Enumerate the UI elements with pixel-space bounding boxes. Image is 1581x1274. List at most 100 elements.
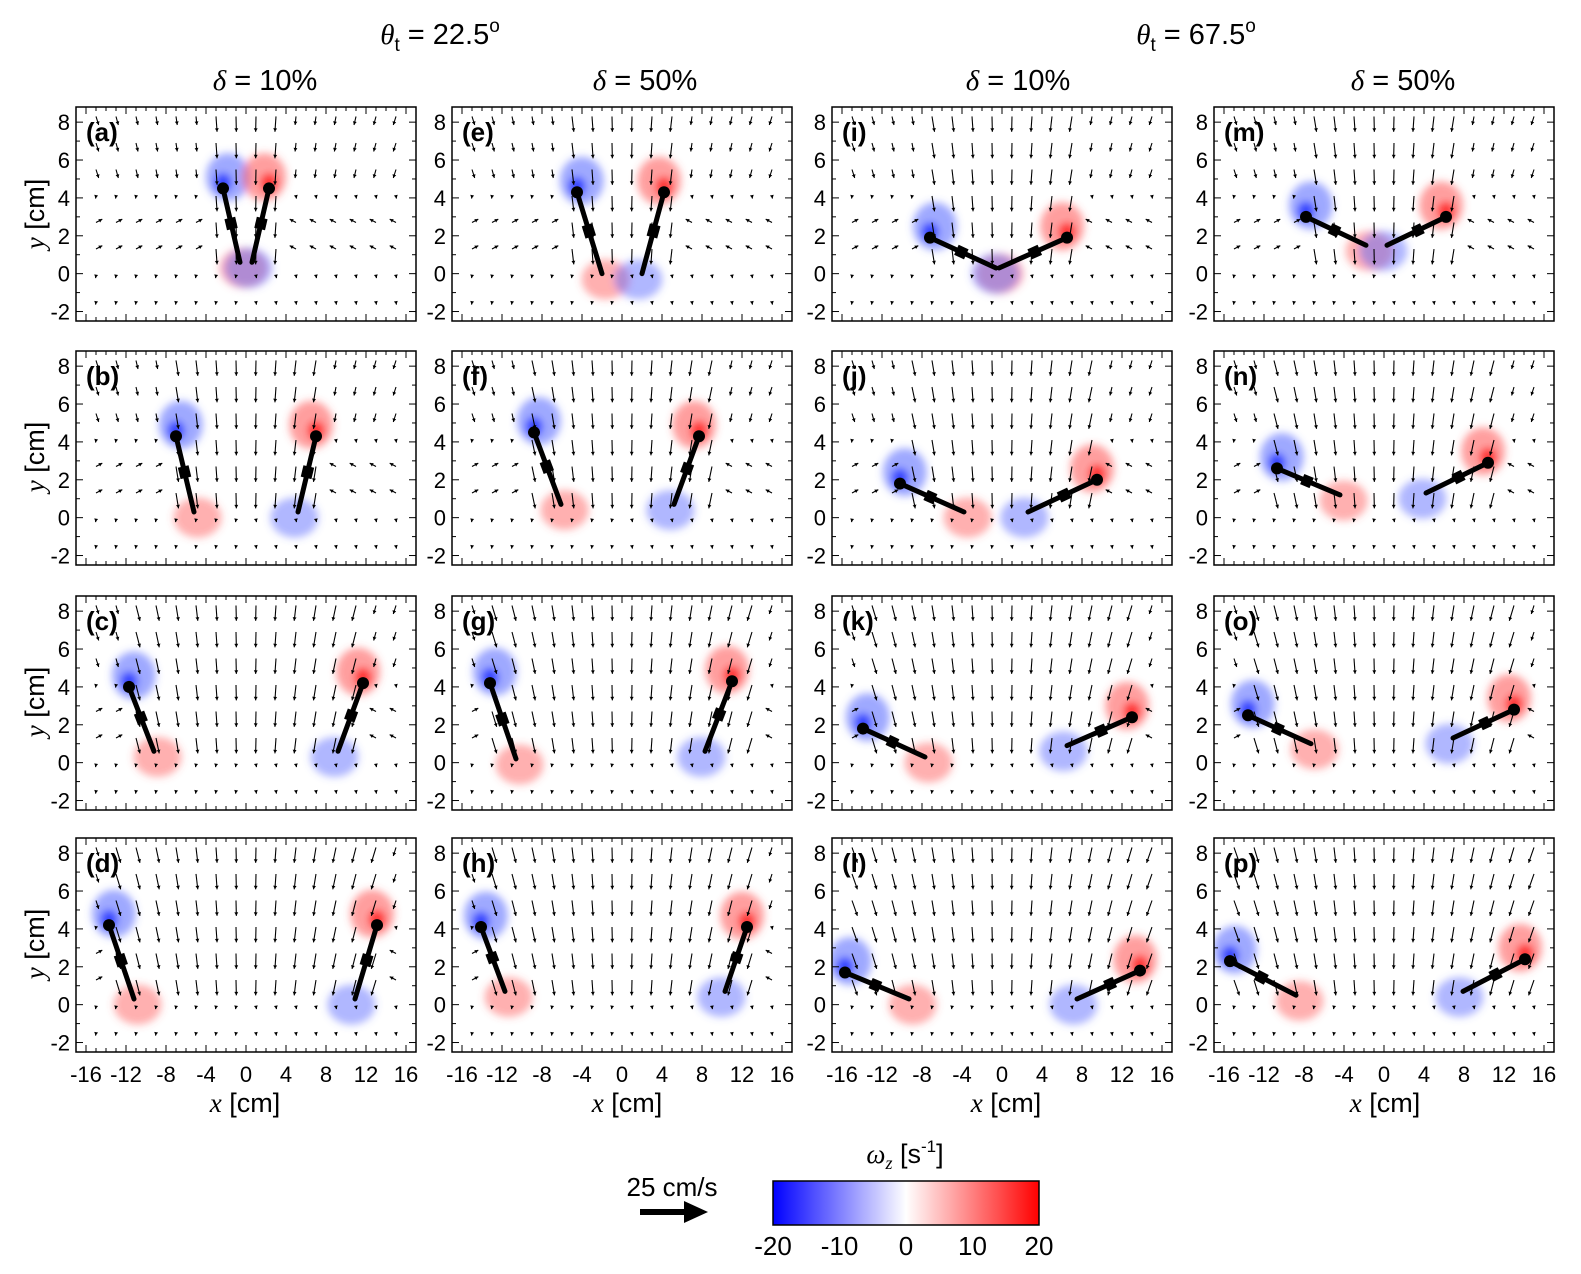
axis-ticks bbox=[832, 351, 1172, 565]
panel-label: (c) bbox=[86, 606, 118, 636]
y-tick-label: 8 bbox=[1196, 599, 1208, 624]
y-tick-label: 6 bbox=[434, 637, 446, 662]
vorticity-field bbox=[111, 647, 381, 777]
y-tick-label: 4 bbox=[1196, 917, 1208, 942]
y-tick-label: 0 bbox=[434, 262, 446, 287]
velocity-vectors bbox=[470, 360, 774, 549]
y-tick-label: 0 bbox=[1196, 262, 1208, 287]
panel-f: -2 0 2 4 6 8 (f) bbox=[426, 350, 793, 569]
vortex-blob bbox=[270, 497, 319, 538]
y-tick-label: 6 bbox=[814, 392, 826, 417]
y-tick-label: 0 bbox=[1196, 506, 1208, 531]
panel-label: (k) bbox=[842, 606, 874, 636]
wing bbox=[295, 430, 322, 515]
y-tick-label: 0 bbox=[434, 751, 446, 776]
x-tick-label: -4 bbox=[196, 1062, 216, 1087]
y-tick-label: 4 bbox=[58, 675, 70, 700]
y-tick-label: 4 bbox=[434, 917, 446, 942]
group-header-right: θt = 67.5o bbox=[1136, 16, 1256, 56]
x-tick-label: -4 bbox=[572, 1062, 592, 1087]
y-tick-label: 6 bbox=[434, 879, 446, 904]
wing bbox=[170, 430, 197, 515]
panel-label: (a) bbox=[86, 117, 118, 147]
wing bbox=[839, 966, 912, 1002]
x-tick-label: 16 bbox=[1150, 1062, 1174, 1087]
velocity-vectors bbox=[94, 360, 398, 549]
wing-pivot bbox=[839, 966, 851, 979]
y-tick-label: -2 bbox=[806, 544, 826, 569]
y-tick-label: 4 bbox=[434, 186, 446, 211]
wing-pivot bbox=[170, 430, 182, 443]
panel-o: -2 0 2 4 6 8 (o) bbox=[1188, 595, 1555, 814]
colorbar bbox=[772, 1180, 1040, 1226]
wing bbox=[1450, 703, 1520, 741]
wing-pivot bbox=[857, 722, 869, 735]
wing-pivot bbox=[1061, 231, 1073, 244]
wing bbox=[528, 426, 564, 507]
x-tick-label: -8 bbox=[1294, 1062, 1314, 1087]
vorticity-field bbox=[472, 645, 750, 785]
panel-c: -2 0 2 4 6 8 (c) bbox=[50, 595, 417, 814]
panel-label: (f) bbox=[462, 361, 488, 391]
y-tick-label: -2 bbox=[1188, 789, 1208, 814]
wing-pivot bbox=[371, 919, 383, 932]
wing bbox=[249, 182, 275, 265]
wing-pivot bbox=[741, 921, 753, 934]
wing-pivot bbox=[1482, 456, 1494, 469]
x-tick-label: 4 bbox=[1036, 1062, 1048, 1087]
panel-j: -2 0 2 4 6 8 (j) bbox=[806, 350, 1173, 569]
y-tick-label: 8 bbox=[814, 841, 826, 866]
velocity-vectors bbox=[470, 605, 774, 794]
y-tick-label: 2 bbox=[58, 468, 70, 493]
x-axis-label-col-3: x [cm] bbox=[970, 1088, 1041, 1118]
wing-pivot bbox=[528, 426, 540, 439]
velocity-vectors bbox=[1232, 847, 1536, 1036]
y-tick-label: 6 bbox=[58, 392, 70, 417]
axis-ticks bbox=[76, 107, 416, 321]
wing bbox=[103, 919, 137, 1002]
panel-frame bbox=[75, 350, 417, 566]
y-tick-label: -2 bbox=[1188, 544, 1208, 569]
axis-ticks bbox=[832, 596, 1172, 810]
panel-label: (d) bbox=[86, 848, 119, 878]
y-tick-label: -2 bbox=[50, 300, 70, 325]
wing-pivot bbox=[1508, 703, 1520, 716]
y-tick-label: -2 bbox=[426, 1031, 446, 1056]
panel-label: (l) bbox=[842, 848, 867, 878]
y-tick-label: 2 bbox=[434, 955, 446, 980]
y-tick-label: 0 bbox=[1196, 751, 1208, 776]
y-axis-label-row-3: y [cm] bbox=[20, 667, 50, 740]
vortex-blob bbox=[646, 490, 695, 531]
y-tick-label: 0 bbox=[58, 751, 70, 776]
y-tick-label: 2 bbox=[814, 713, 826, 738]
y-tick-label: 6 bbox=[434, 392, 446, 417]
y-tick-label: 8 bbox=[434, 354, 446, 379]
y-tick-label: 8 bbox=[434, 110, 446, 135]
wing-pivot bbox=[123, 680, 135, 693]
y-tick-label: 6 bbox=[814, 637, 826, 662]
wing bbox=[475, 921, 508, 994]
x-tick-label: 0 bbox=[996, 1062, 1008, 1087]
wing bbox=[722, 921, 753, 994]
y-tick-label: 6 bbox=[1196, 879, 1208, 904]
y-tick-label: 0 bbox=[814, 751, 826, 776]
vortex-blob bbox=[677, 736, 726, 777]
x-axis-label-col-2: x [cm] bbox=[591, 1088, 662, 1118]
column-header-4: δ = 50% bbox=[1351, 65, 1456, 97]
y-tick-label: 2 bbox=[814, 955, 826, 980]
y-tick-label: -2 bbox=[426, 300, 446, 325]
panel-frame bbox=[831, 350, 1173, 566]
y-tick-label: 0 bbox=[814, 993, 826, 1018]
y-tick-label: -2 bbox=[50, 1031, 70, 1056]
panel-b: -2 0 2 4 6 8 (b) bbox=[50, 350, 417, 569]
axis-ticks bbox=[76, 596, 416, 810]
y-tick-label: 8 bbox=[58, 354, 70, 379]
velocity-vectors bbox=[94, 116, 398, 305]
y-tick-label: 6 bbox=[1196, 392, 1208, 417]
y-tick-label: -2 bbox=[426, 544, 446, 569]
panel-label: (p) bbox=[1224, 848, 1257, 878]
vorticity-field bbox=[912, 202, 1085, 294]
vortex-blob bbox=[327, 984, 376, 1025]
wing bbox=[335, 677, 369, 754]
